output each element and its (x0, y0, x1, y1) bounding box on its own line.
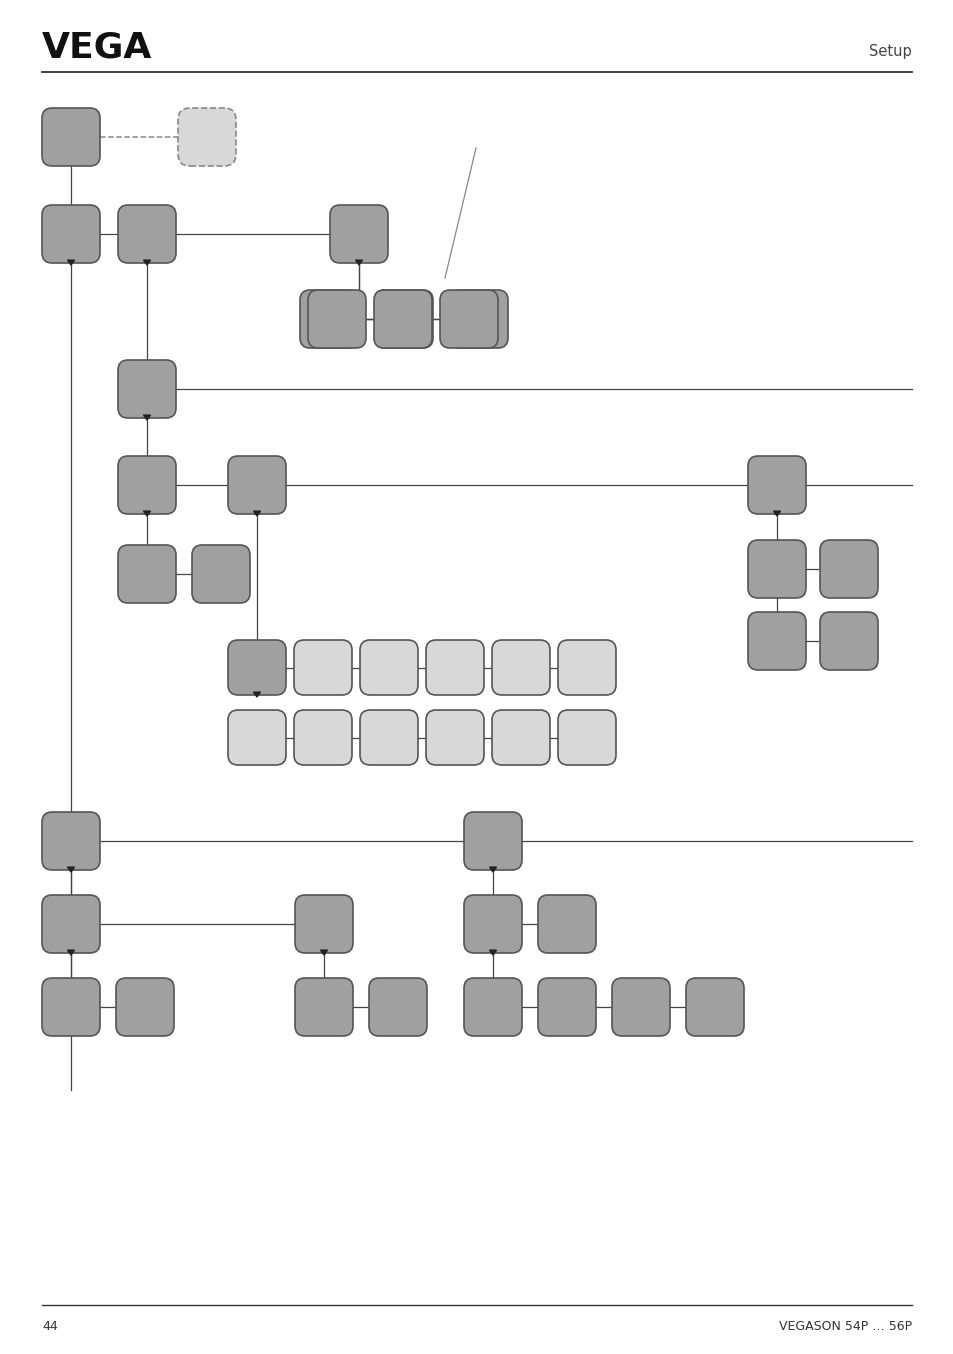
FancyBboxPatch shape (228, 709, 286, 765)
FancyBboxPatch shape (369, 978, 427, 1036)
FancyBboxPatch shape (820, 612, 877, 670)
Polygon shape (773, 510, 780, 516)
FancyBboxPatch shape (118, 360, 175, 418)
FancyBboxPatch shape (178, 108, 235, 167)
FancyBboxPatch shape (747, 612, 805, 670)
FancyBboxPatch shape (294, 640, 352, 695)
FancyBboxPatch shape (228, 456, 286, 515)
FancyBboxPatch shape (42, 978, 100, 1036)
FancyBboxPatch shape (359, 640, 417, 695)
FancyBboxPatch shape (118, 546, 175, 603)
Polygon shape (68, 951, 74, 955)
FancyBboxPatch shape (228, 640, 286, 695)
FancyBboxPatch shape (492, 640, 550, 695)
FancyBboxPatch shape (426, 640, 483, 695)
FancyBboxPatch shape (537, 895, 596, 953)
Polygon shape (320, 951, 327, 955)
FancyBboxPatch shape (294, 709, 352, 765)
FancyBboxPatch shape (747, 540, 805, 598)
Polygon shape (253, 510, 260, 516)
FancyBboxPatch shape (116, 978, 173, 1036)
FancyBboxPatch shape (463, 978, 521, 1036)
Polygon shape (68, 867, 74, 872)
FancyBboxPatch shape (463, 895, 521, 953)
FancyBboxPatch shape (118, 456, 175, 515)
Polygon shape (143, 260, 151, 265)
FancyBboxPatch shape (42, 108, 100, 167)
FancyBboxPatch shape (747, 456, 805, 515)
FancyBboxPatch shape (294, 978, 353, 1036)
FancyBboxPatch shape (294, 895, 353, 953)
Polygon shape (143, 510, 151, 516)
Polygon shape (355, 260, 362, 265)
FancyBboxPatch shape (299, 290, 357, 348)
FancyBboxPatch shape (820, 540, 877, 598)
FancyBboxPatch shape (463, 812, 521, 871)
Polygon shape (143, 416, 151, 420)
FancyBboxPatch shape (42, 895, 100, 953)
Text: 44: 44 (42, 1320, 58, 1332)
FancyBboxPatch shape (685, 978, 743, 1036)
FancyBboxPatch shape (375, 290, 433, 348)
FancyBboxPatch shape (450, 290, 507, 348)
FancyBboxPatch shape (558, 709, 616, 765)
FancyBboxPatch shape (330, 204, 388, 263)
FancyBboxPatch shape (374, 290, 432, 348)
FancyBboxPatch shape (308, 290, 366, 348)
FancyBboxPatch shape (42, 812, 100, 871)
FancyBboxPatch shape (537, 978, 596, 1036)
FancyBboxPatch shape (118, 204, 175, 263)
FancyBboxPatch shape (359, 709, 417, 765)
FancyBboxPatch shape (426, 709, 483, 765)
Text: VEGA: VEGA (42, 30, 152, 64)
Polygon shape (253, 692, 260, 697)
Text: Setup: Setup (868, 43, 911, 60)
FancyBboxPatch shape (558, 640, 616, 695)
FancyBboxPatch shape (612, 978, 669, 1036)
Polygon shape (68, 260, 74, 265)
FancyBboxPatch shape (42, 204, 100, 263)
Polygon shape (489, 951, 496, 955)
FancyBboxPatch shape (192, 546, 250, 603)
FancyBboxPatch shape (492, 709, 550, 765)
Polygon shape (489, 867, 496, 872)
FancyBboxPatch shape (439, 290, 497, 348)
Text: VEGASON 54P … 56P: VEGASON 54P … 56P (778, 1320, 911, 1332)
